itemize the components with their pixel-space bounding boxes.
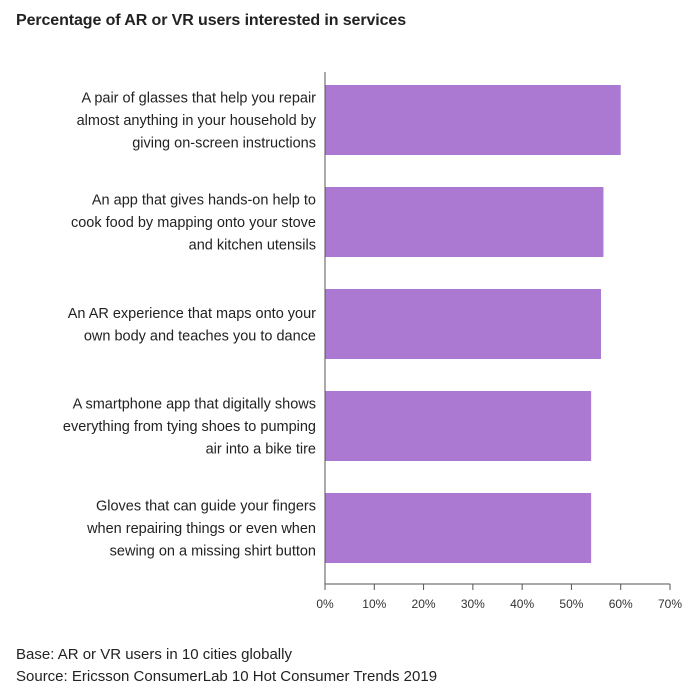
- category-label-4: A smartphone app that digitally shows eve…: [63, 397, 316, 458]
- source-note: Source: Ericsson ConsumerLab 10 Hot Cons…: [16, 668, 438, 685]
- bar-1: [325, 85, 621, 155]
- category-label-line: giving on-screen instructions: [132, 136, 316, 152]
- category-label-line: when repairing things or even when: [86, 521, 316, 537]
- bar-3: [325, 289, 601, 359]
- category-label-line: A smartphone app that digitally shows: [73, 397, 316, 413]
- x-tick-label: 30%: [461, 597, 485, 611]
- category-label-line: cook food by mapping onto your stove: [71, 215, 316, 231]
- x-tick-label: 0%: [316, 597, 334, 611]
- category-label-line: almost anything in your household by: [77, 113, 317, 129]
- category-label-line: A pair of glasses that help you repair: [81, 91, 316, 107]
- category-label-2: An app that gives hands-on help to cook f…: [71, 193, 316, 254]
- x-tick-label: 50%: [559, 597, 583, 611]
- chart-footer: Base: AR or VR users in 10 cities global…: [16, 644, 437, 688]
- category-label-line: own body and teaches you to dance: [84, 328, 316, 344]
- category-label-5: Gloves that can guide your fingers when r…: [86, 499, 316, 560]
- category-label-1: A pair of glasses that help you repair al…: [77, 91, 317, 152]
- x-tick-label: 40%: [510, 597, 534, 611]
- bar-4: [325, 391, 592, 461]
- base-note: Base: AR or VR users in 10 cities global…: [16, 646, 292, 663]
- category-label-line: and kitchen utensils: [189, 238, 316, 254]
- category-label-line: sewing on a missing shirt button: [110, 544, 316, 560]
- category-label-line: everything from tying shoes to pumping: [63, 419, 316, 435]
- category-label-line: Gloves that can guide your fingers: [96, 499, 316, 515]
- x-tick-label: 60%: [609, 597, 633, 611]
- bar-5: [325, 493, 592, 563]
- x-tick-label: 70%: [658, 597, 682, 611]
- chart-title: Percentage of AR or VR users interested …: [16, 12, 407, 29]
- category-label-3: An AR experience that maps onto your own …: [68, 306, 316, 345]
- x-tick-label: 10%: [362, 597, 386, 611]
- bar-2: [325, 187, 604, 257]
- category-label-line: An app that gives hands-on help to: [92, 193, 316, 209]
- x-tick-label: 20%: [412, 597, 436, 611]
- category-label-line: An AR experience that maps onto your: [68, 306, 316, 322]
- category-label-line: air into a bike tire: [206, 442, 316, 458]
